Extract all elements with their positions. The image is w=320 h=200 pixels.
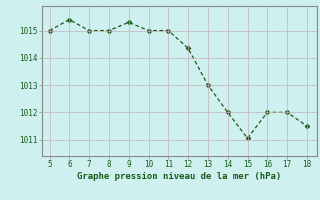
- X-axis label: Graphe pression niveau de la mer (hPa): Graphe pression niveau de la mer (hPa): [77, 172, 281, 181]
